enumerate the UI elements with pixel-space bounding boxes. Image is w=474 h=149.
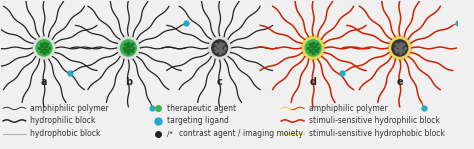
- Circle shape: [117, 36, 140, 60]
- Text: targeting ligand: targeting ligand: [167, 117, 229, 125]
- Circle shape: [212, 40, 228, 56]
- Text: c: c: [217, 77, 222, 87]
- Text: stimuli-sensitive hydrophilic block: stimuli-sensitive hydrophilic block: [309, 117, 439, 125]
- Circle shape: [305, 40, 321, 56]
- Text: /*: /*: [167, 131, 173, 136]
- Text: contrast agent / imaging moiety: contrast agent / imaging moiety: [179, 129, 302, 138]
- Circle shape: [120, 40, 137, 56]
- Circle shape: [392, 40, 408, 56]
- Circle shape: [388, 36, 411, 60]
- Circle shape: [32, 36, 56, 60]
- Circle shape: [301, 36, 325, 60]
- Text: amphiphilic polymer: amphiphilic polymer: [30, 104, 109, 113]
- Text: amphiphilic polymer: amphiphilic polymer: [309, 104, 387, 113]
- Text: d: d: [310, 77, 317, 87]
- Text: b: b: [125, 77, 132, 87]
- Text: a: a: [41, 77, 47, 87]
- Text: e: e: [396, 77, 403, 87]
- Circle shape: [36, 40, 52, 56]
- Text: hydrophobic block: hydrophobic block: [30, 129, 100, 138]
- Text: hydrophilic block: hydrophilic block: [30, 117, 96, 125]
- Circle shape: [208, 36, 231, 60]
- Text: therapeutic agent: therapeutic agent: [167, 104, 237, 113]
- Text: stimuli-sensitive hydrophobic block: stimuli-sensitive hydrophobic block: [309, 129, 445, 138]
